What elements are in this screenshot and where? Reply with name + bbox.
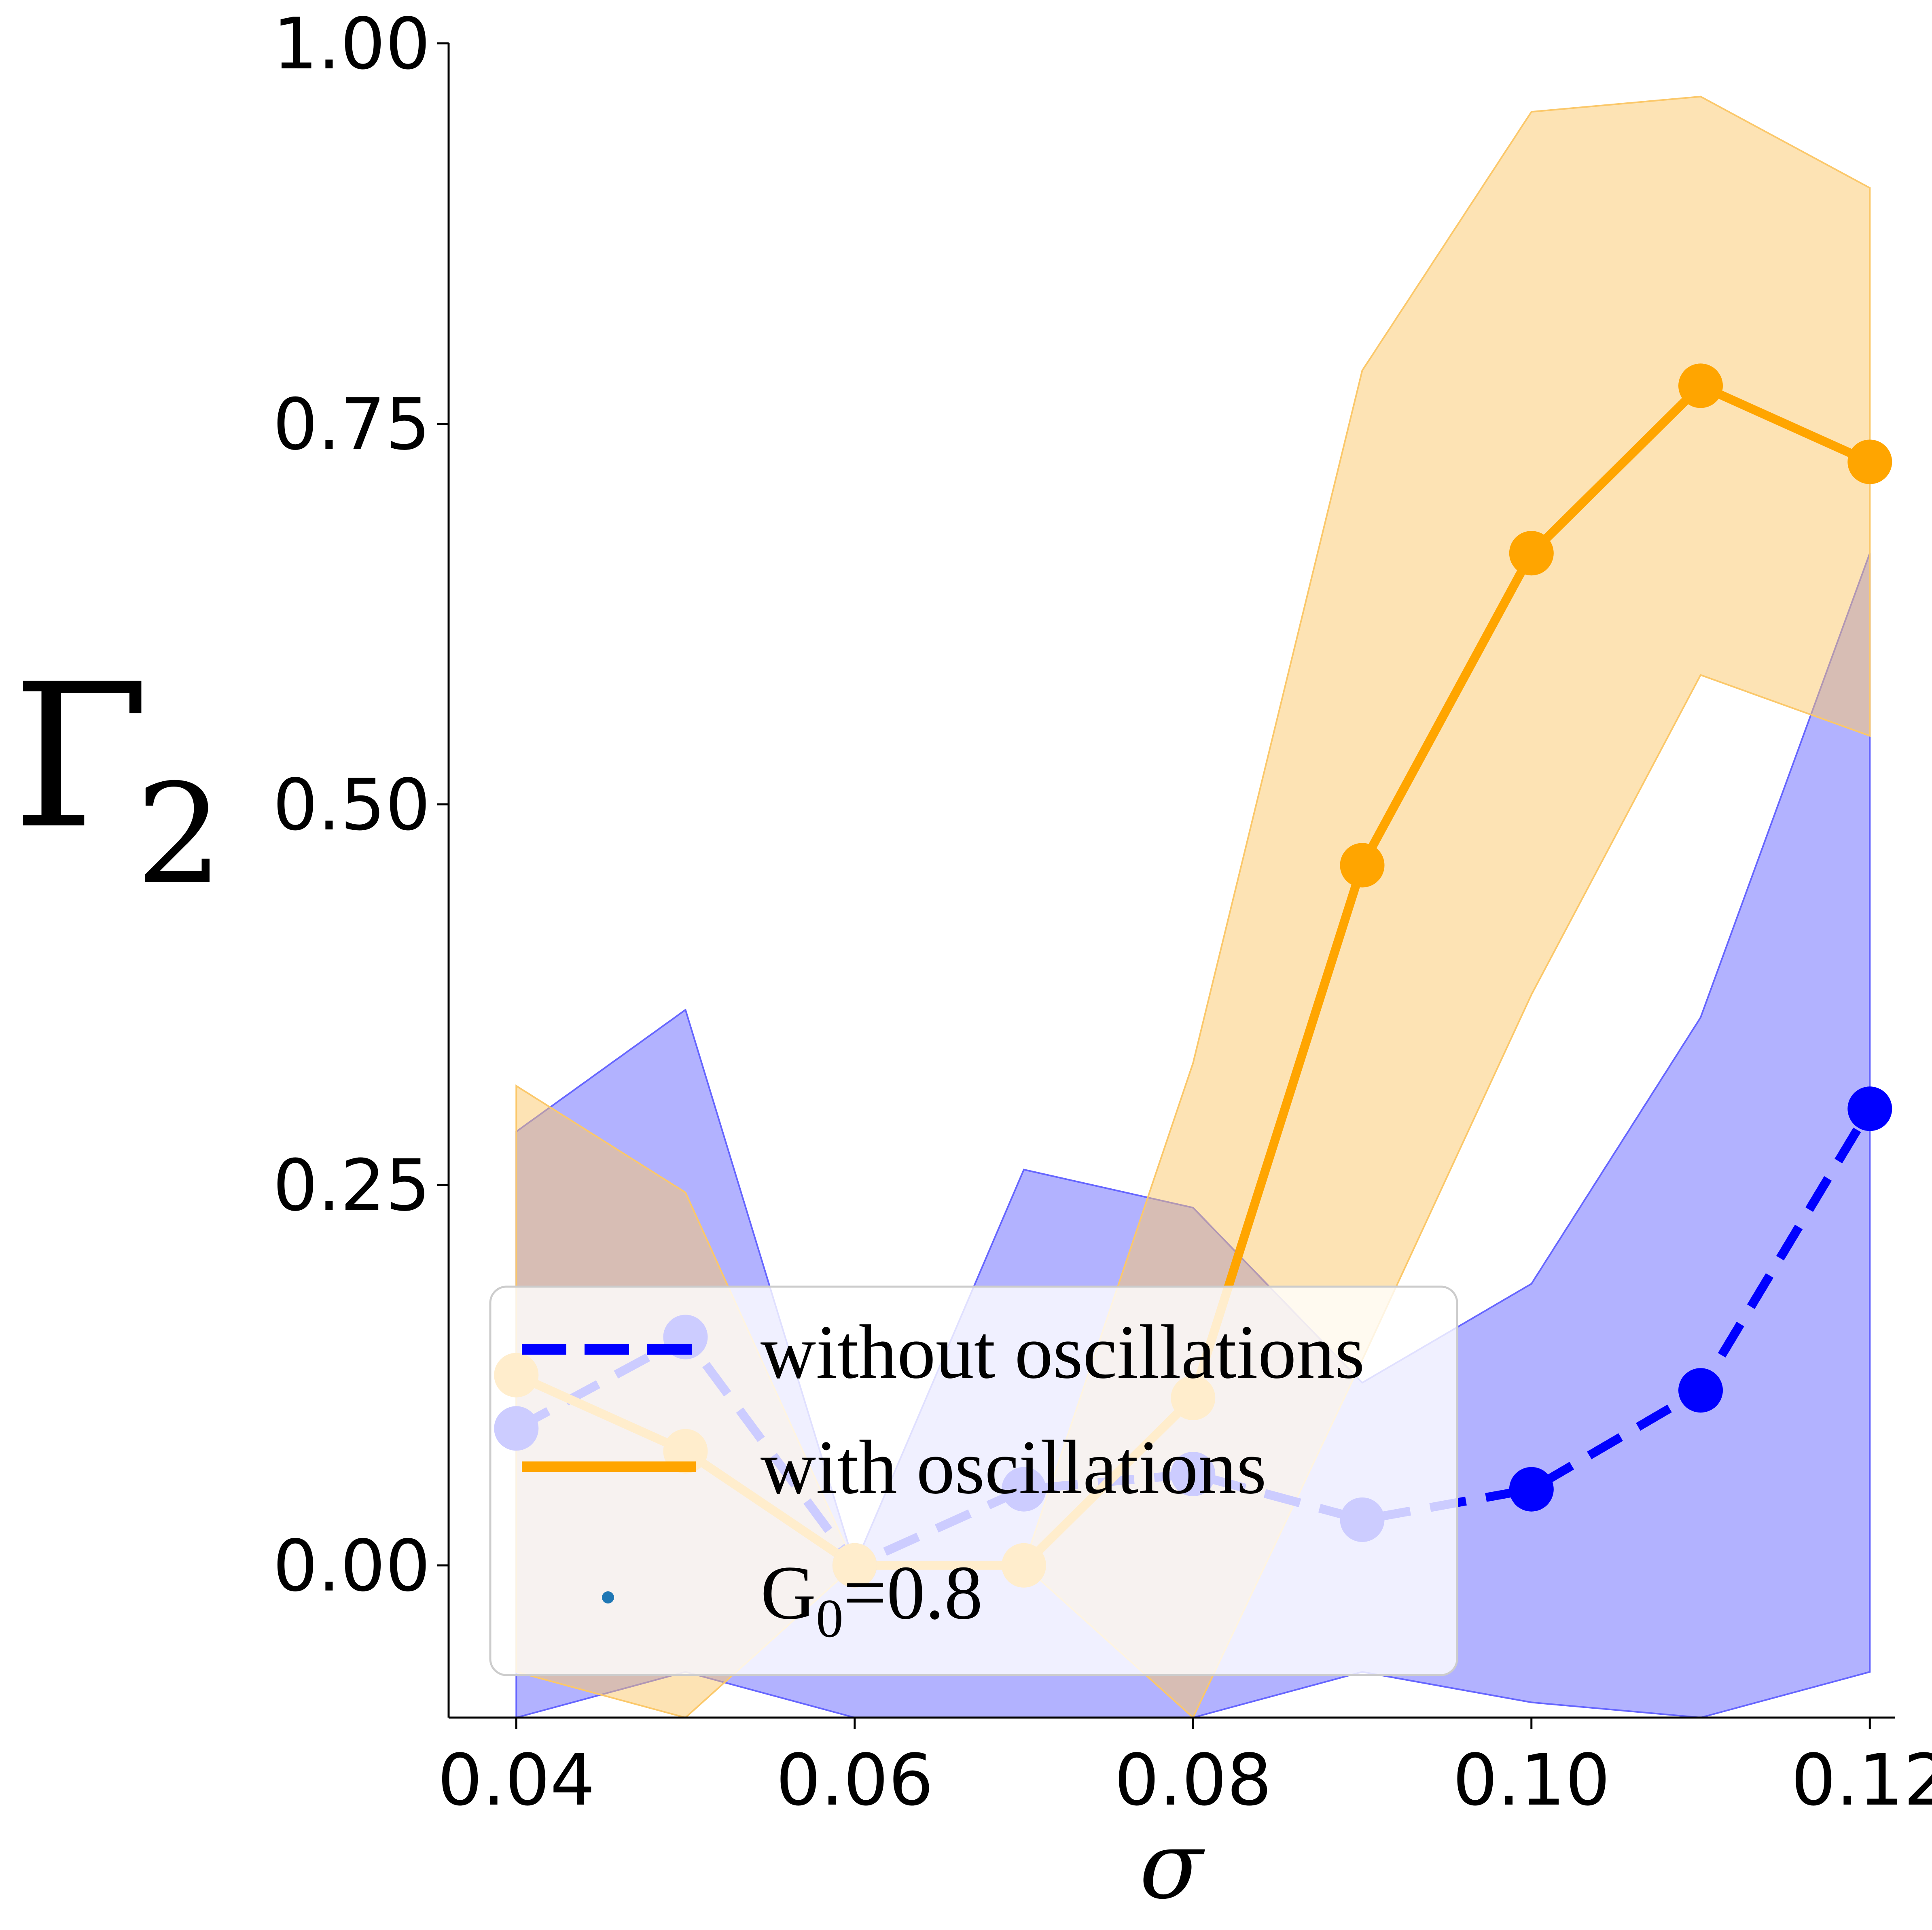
axes xyxy=(447,43,1895,1719)
point-with-oscillations xyxy=(1340,843,1385,888)
legend-label-with: with oscillations xyxy=(761,1425,1267,1510)
legend-param-marker xyxy=(602,1591,614,1603)
legend: without oscillations with oscillations G… xyxy=(489,1285,1458,1676)
y-axis-label-main: Γ xyxy=(12,641,150,872)
x-tick-label: 0.08 xyxy=(1114,1739,1272,1822)
x-ticks: 0.04 0.06 0.08 0.10 0.12 xyxy=(437,1718,1932,1822)
y-axis-label-sub: 2 xyxy=(136,755,223,915)
x-tick-label: 0.12 xyxy=(1791,1739,1932,1822)
x-tick-label: 0.04 xyxy=(437,1739,595,1822)
x-axis-label: σ xyxy=(1139,1812,1205,1920)
y-tick-label: 1.00 xyxy=(273,3,430,85)
point-with-oscillations xyxy=(1847,439,1892,484)
x-tick-label: 0.10 xyxy=(1453,1739,1610,1822)
x-tick-label: 0.06 xyxy=(776,1739,934,1822)
legend-param-rest: =0.8 xyxy=(843,1550,983,1635)
legend-param-label: G0=0.8 xyxy=(761,1550,983,1649)
y-tick-label: 0.75 xyxy=(273,384,430,466)
legend-param-sub: 0 xyxy=(816,1589,843,1649)
y-tick-label: 0.00 xyxy=(273,1525,430,1608)
y-ticks: 0.00 0.25 0.50 0.75 1.00 xyxy=(273,3,449,1608)
legend-param-main: G xyxy=(761,1550,816,1635)
point-without-oscillations xyxy=(1847,1086,1892,1131)
legend-box xyxy=(489,1285,1458,1676)
legend-label-without: without oscillations xyxy=(761,1310,1365,1395)
point-with-oscillations xyxy=(1678,363,1723,408)
y-axis-label: Γ 2 xyxy=(12,641,223,915)
y-tick-label: 0.25 xyxy=(273,1145,430,1227)
point-without-oscillations xyxy=(1509,1467,1554,1512)
point-without-oscillations xyxy=(1678,1368,1723,1413)
y-tick-label: 0.50 xyxy=(273,764,430,846)
point-with-oscillations xyxy=(1509,531,1554,576)
